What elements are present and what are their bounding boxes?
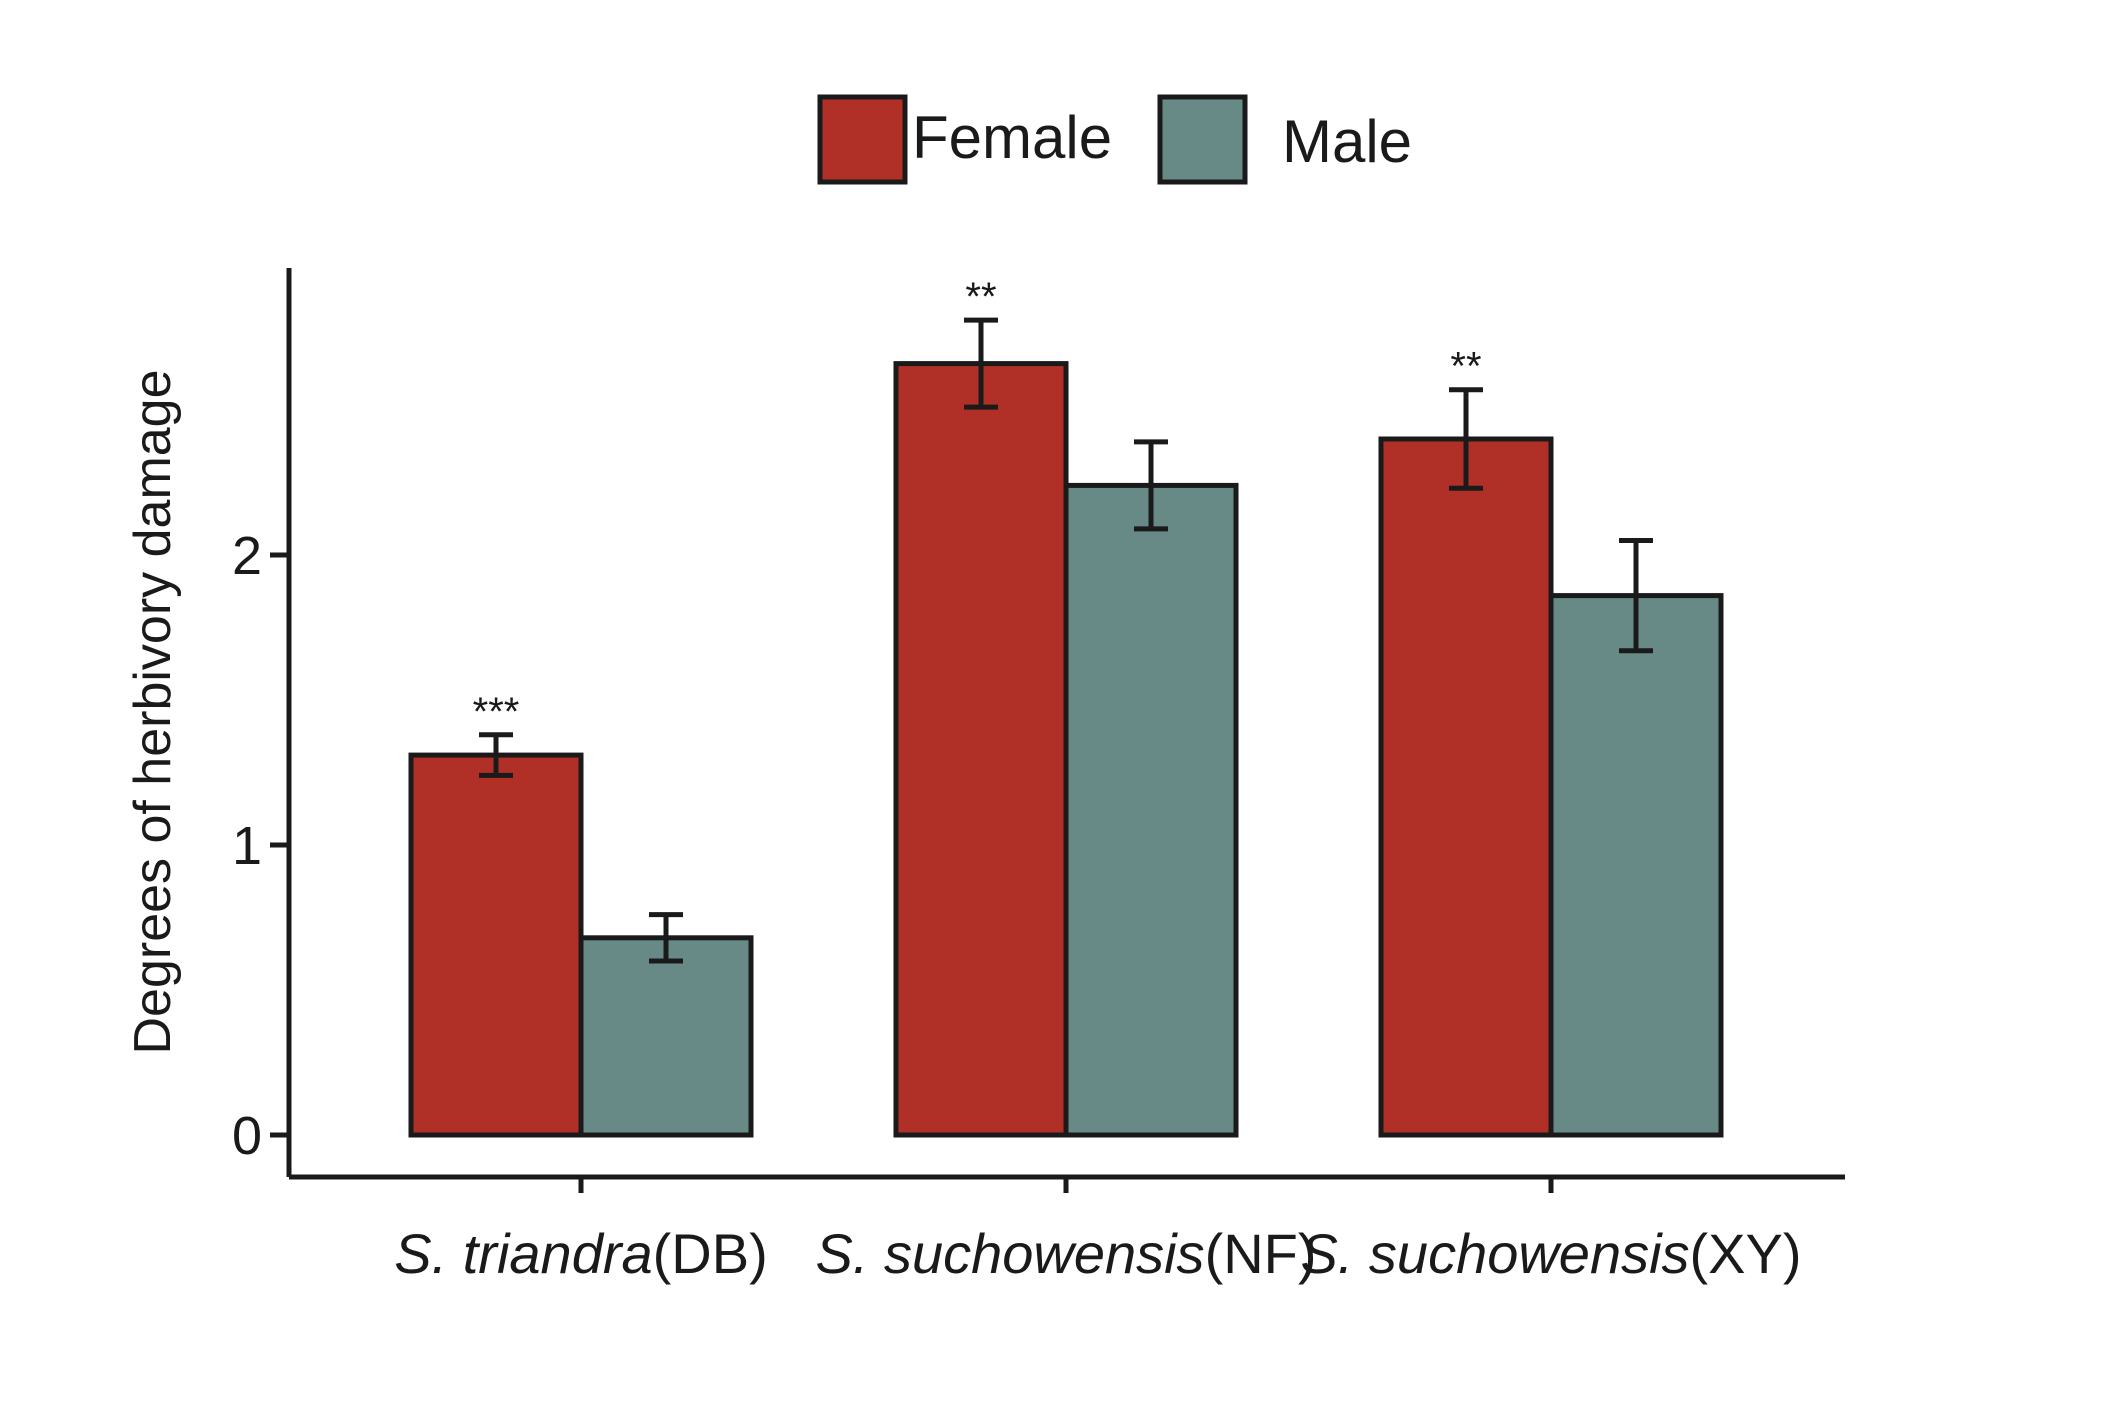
y-axis-title: Degrees of herbivory damage: [124, 369, 182, 1054]
site-code: (DB): [653, 1222, 768, 1285]
significance-label: **: [965, 275, 996, 319]
legend-swatch-female: [817, 94, 908, 185]
species-name: S. triandra: [394, 1222, 652, 1285]
error-bar: [479, 732, 513, 778]
x-category-label: S. suchowensis(NF): [815, 1222, 1316, 1285]
x-categories: S. triandra(DB) S. suchowensis(NF)S. such…: [394, 1177, 1802, 1285]
legend-label-female: Female: [912, 104, 1112, 171]
bar-male: [1548, 593, 1724, 1138]
bar-male: [578, 935, 754, 1138]
legend-swatch-male: [1157, 94, 1248, 185]
significance-label: ***: [473, 690, 520, 734]
species-name: S. suchowensis: [815, 1222, 1204, 1285]
bars: *******: [408, 275, 1724, 1138]
y-tick-label: 2: [232, 526, 262, 586]
legend-label-male: Male: [1282, 108, 1412, 175]
error-bar: [964, 317, 998, 410]
bar-female: [893, 361, 1069, 1138]
species-name: S. suchowensis: [1300, 1222, 1689, 1285]
error-bar: [1134, 439, 1168, 532]
y-tick-label: 1: [232, 816, 262, 876]
y-tick-label: 0: [232, 1106, 262, 1166]
significance-label: **: [1450, 345, 1481, 389]
site-code: (NF): [1205, 1222, 1317, 1285]
error-bar: [1449, 387, 1483, 491]
error-bar: [649, 912, 683, 964]
y-ticks: 0 1 2: [232, 526, 289, 1166]
x-category-label: S. suchowensis(XY): [1300, 1222, 1801, 1285]
x-category-label: S. triandra(DB): [394, 1222, 767, 1285]
bar-female: [408, 752, 584, 1138]
error-bar: [1619, 538, 1653, 654]
bar-male: [1063, 482, 1239, 1138]
legend: Female Male: [817, 94, 1412, 185]
site-code: (XY): [1690, 1222, 1802, 1285]
bar-female: [1378, 436, 1554, 1138]
